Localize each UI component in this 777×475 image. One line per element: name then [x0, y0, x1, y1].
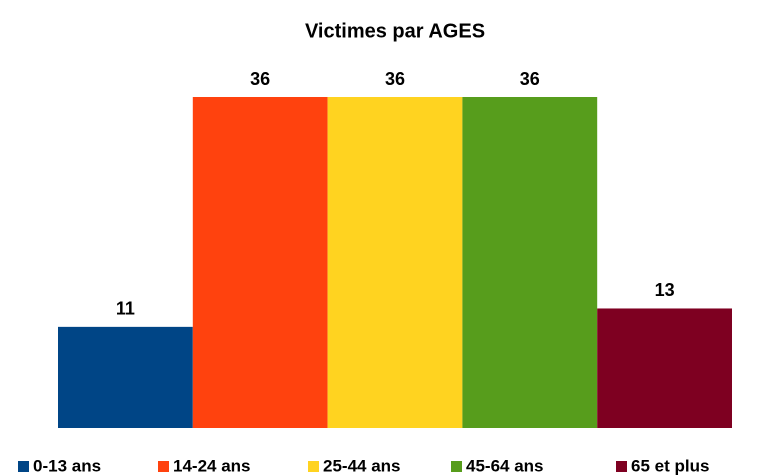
legend-swatch — [451, 461, 462, 472]
legend-swatch — [308, 461, 319, 472]
data-label: 13 — [655, 280, 675, 300]
legend-label: 0-13 ans — [33, 456, 101, 475]
legend-label: 25-44 ans — [323, 456, 401, 475]
bar — [597, 308, 732, 428]
data-label: 36 — [385, 69, 405, 89]
bar — [192, 97, 328, 428]
legend-swatch — [18, 461, 29, 472]
legend-label: 65 et plus — [631, 456, 709, 475]
legend-swatch — [616, 461, 627, 472]
data-label: 11 — [116, 299, 135, 319]
bar — [327, 97, 463, 428]
chart-title: Victimes par AGES — [305, 20, 485, 42]
legend-label: 45-64 ans — [466, 456, 544, 475]
bar — [58, 326, 193, 428]
legend-swatch — [158, 461, 169, 472]
bar — [462, 97, 598, 428]
legend-label: 14-24 ans — [173, 456, 251, 475]
data-label: 36 — [250, 69, 270, 89]
data-label: 36 — [520, 69, 540, 89]
